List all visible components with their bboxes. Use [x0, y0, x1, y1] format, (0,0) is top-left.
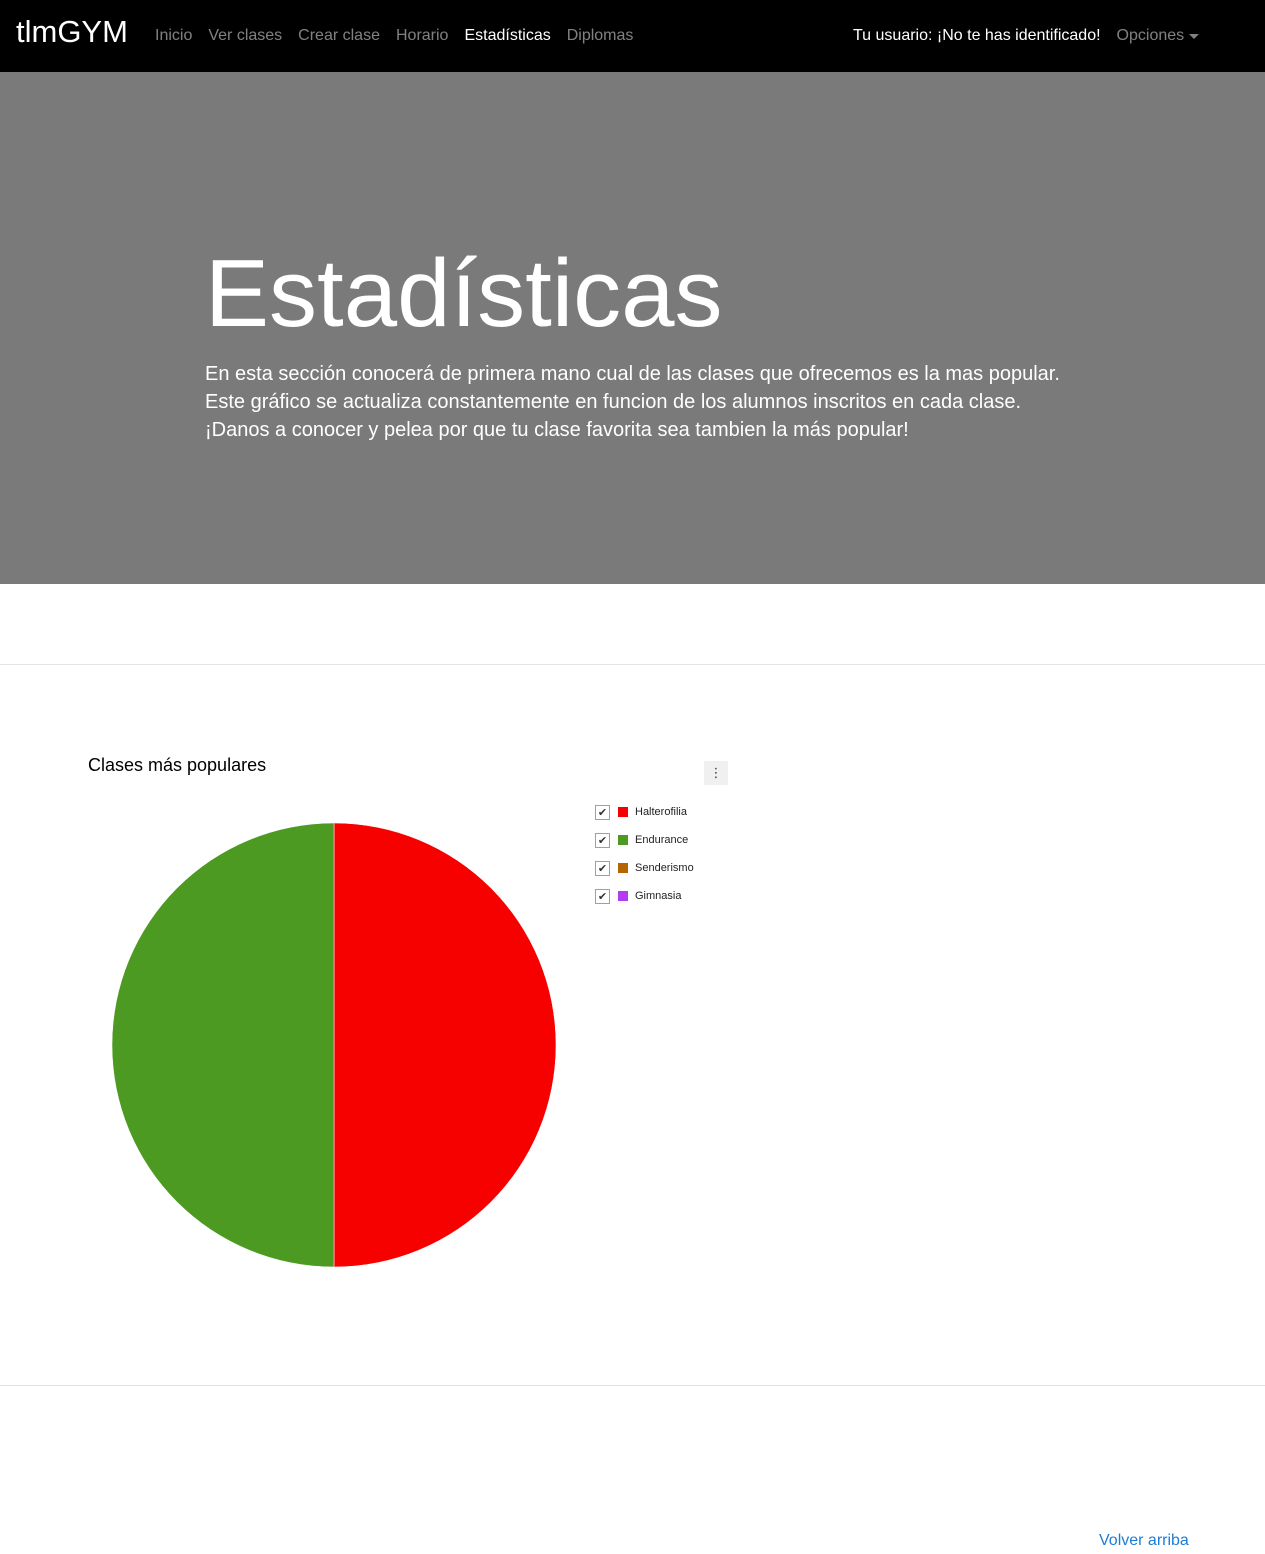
legend-label: Senderismo	[635, 862, 694, 874]
nav-link-ver-clases[interactable]: Ver clases	[208, 27, 283, 44]
nav-link-inicio[interactable]: Inicio	[155, 27, 193, 44]
user-status: Tu usuario: ¡No te has identificado!	[853, 27, 1101, 44]
nav-link-diplomas[interactable]: Diplomas	[566, 27, 634, 44]
hero-description: En esta sección conocerá de primera mano…	[205, 360, 1105, 444]
nav-link-horario[interactable]: Horario	[395, 27, 449, 44]
checkbox-icon[interactable]: ✔	[595, 888, 610, 904]
checkbox-icon[interactable]: ✔	[595, 832, 610, 848]
pie-chart-container: Clases más populares ⋮ ✔ Halterofilia ✔ End…	[88, 755, 728, 1295]
pie-slice-endurance[interactable]	[111, 822, 335, 1268]
legend-item-gimnasia[interactable]: ✔ Gimnasia	[595, 888, 694, 904]
nav-link-crear-clase[interactable]: Crear clase	[298, 27, 380, 44]
legend-item-halterofilia[interactable]: ✔ Halterofilia	[595, 804, 694, 820]
page-title: Estadísticas	[205, 240, 723, 347]
chart-legend: ✔ Halterofilia ✔ Endurance ✔ Senderismo ✔ Gimna…	[595, 804, 694, 916]
caret-down-icon	[1189, 33, 1200, 39]
section-divider	[0, 1385, 1265, 1386]
nav-right: Tu usuario: ¡No te has identificado! Opc…	[845, 22, 1207, 50]
hero-banner: Estadísticas En esta sección conocerá de…	[0, 72, 1265, 584]
brand-logo[interactable]: tlmGYM	[16, 14, 128, 49]
vertical-dots-icon[interactable]: ⋮	[704, 761, 728, 785]
hero-line: ¡Danos a conocer y pelea por que tu clas…	[205, 419, 909, 441]
legend-label: Halterofilia	[635, 806, 687, 818]
pie-chart	[111, 822, 557, 1268]
chart-title: Clases más populares	[88, 755, 267, 775]
pie-slice-halterofilia[interactable]	[333, 822, 557, 1268]
legend-swatch	[618, 891, 628, 901]
options-label: Opciones	[1116, 27, 1185, 44]
legend-label: Gimnasia	[635, 890, 682, 902]
checkbox-icon[interactable]: ✔	[595, 860, 610, 876]
legend-swatch	[618, 835, 628, 845]
hero-line: En esta sección conocerá de primera mano…	[205, 363, 1060, 385]
section-divider	[0, 664, 1265, 665]
nav-links: Inicio Ver clases Crear clase Horario Es…	[147, 22, 641, 50]
back-to-top-link[interactable]: Volver arriba	[1099, 1532, 1189, 1549]
legend-swatch	[618, 863, 628, 873]
hero-line: Este gráfico se actualiza constantemente…	[205, 391, 1022, 413]
legend-item-endurance[interactable]: ✔ Endurance	[595, 832, 694, 848]
checkbox-icon[interactable]: ✔	[595, 804, 610, 820]
options-dropdown[interactable]: Opciones	[1109, 22, 1208, 50]
nav-link-estadisticas[interactable]: Estadísticas	[464, 27, 551, 44]
top-navbar: tlmGYM Inicio Ver clases Crear clase Hor…	[0, 0, 1265, 72]
legend-label: Endurance	[635, 834, 689, 846]
legend-swatch	[618, 807, 628, 817]
legend-item-senderismo[interactable]: ✔ Senderismo	[595, 860, 694, 876]
